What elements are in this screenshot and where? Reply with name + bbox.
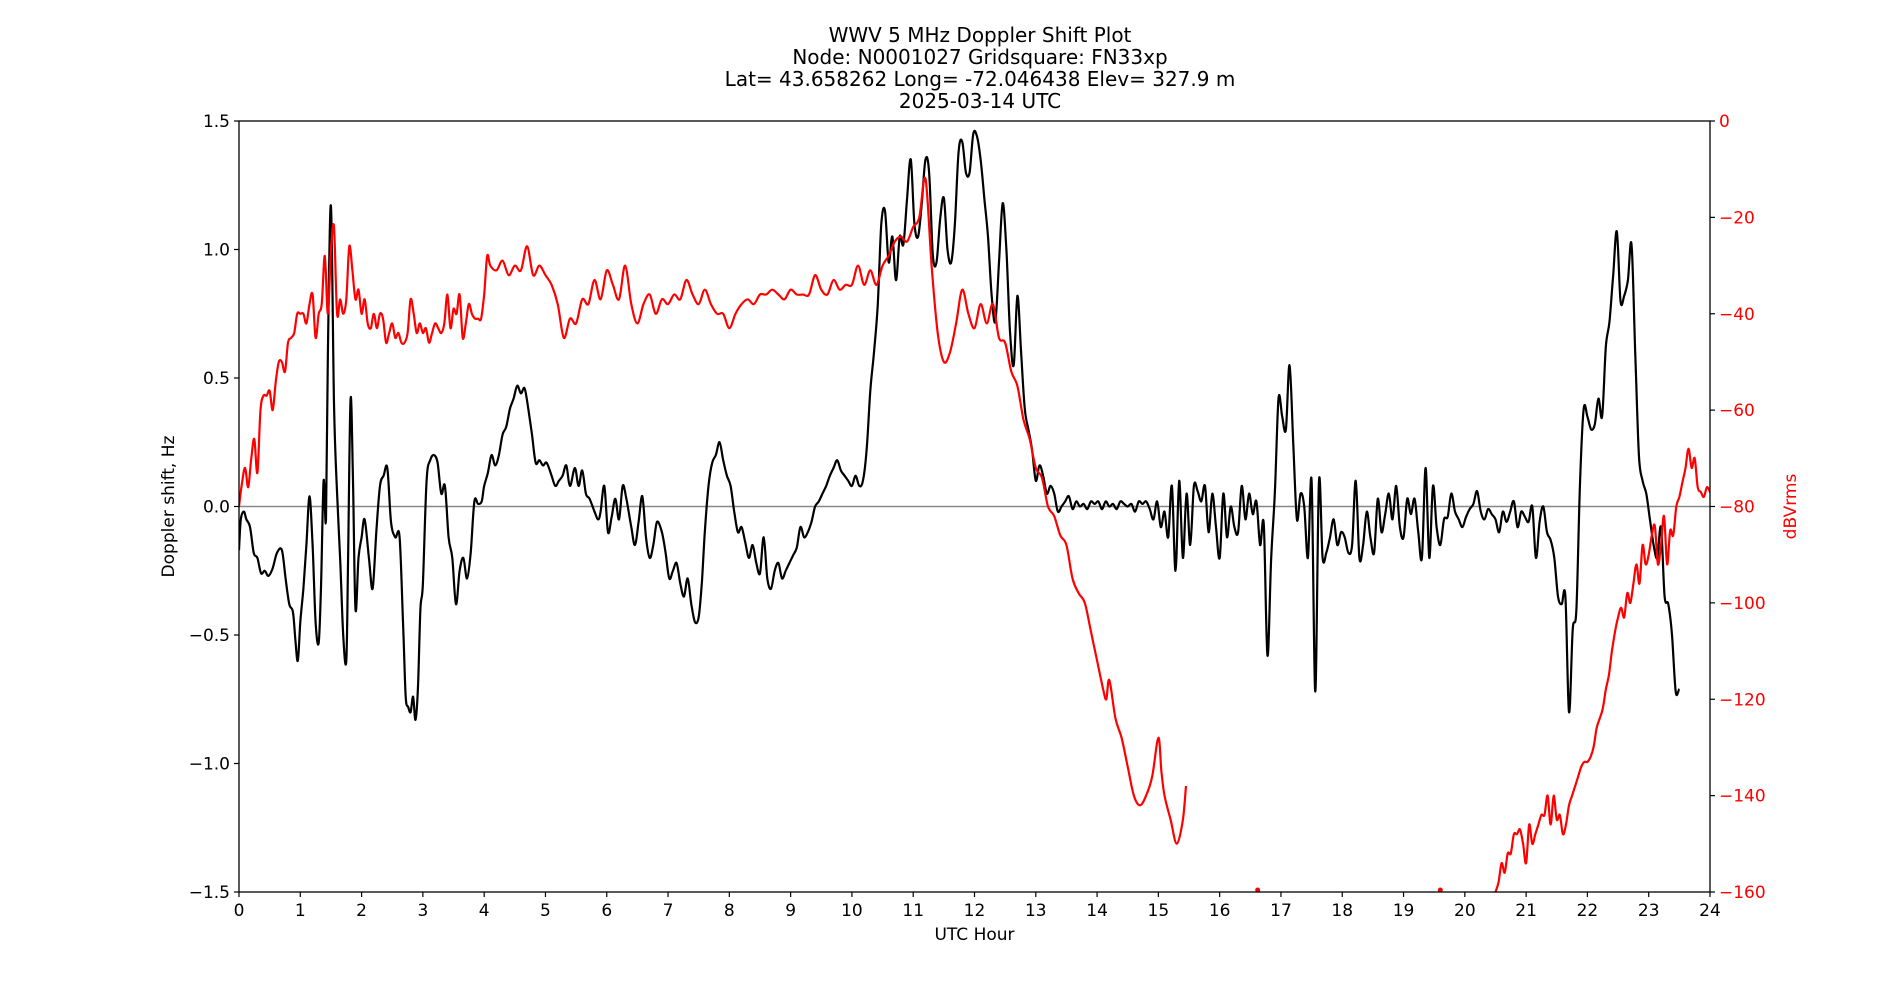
x-tick-label: 15 bbox=[1148, 901, 1170, 921]
x-tick-label: 8 bbox=[724, 901, 735, 921]
x-tick-label: 23 bbox=[1638, 901, 1660, 921]
x-tick-label: 20 bbox=[1454, 901, 1476, 921]
power-blip-marker bbox=[1437, 887, 1443, 892]
x-tick-label: 9 bbox=[785, 901, 796, 921]
y-tick-label: −1.0 bbox=[189, 755, 230, 775]
x-tick-label: 16 bbox=[1209, 901, 1231, 921]
x-tick-label: 0 bbox=[234, 901, 245, 921]
x-tick-label: 17 bbox=[1270, 901, 1292, 921]
doppler-series-line bbox=[239, 129, 1681, 721]
y2-tick-label: −40 bbox=[1719, 305, 1755, 325]
power-series-line bbox=[239, 176, 1188, 845]
x-tick-label: 5 bbox=[540, 901, 551, 921]
y2-axis-label: dBVrms bbox=[1781, 474, 1801, 540]
x-tick-label: 10 bbox=[841, 901, 863, 921]
y2-tick-label: −140 bbox=[1719, 787, 1766, 807]
x-tick-label: 13 bbox=[1025, 901, 1047, 921]
x-tick-label: 22 bbox=[1577, 901, 1599, 921]
x-axis-ticks: 0 1 2 3 4 5 6 7 8 9 10 11 12 13 14 15 16 17 18 19 20 21 22 23 24 bbox=[234, 892, 1721, 921]
title-line-1: WWV 5 MHz Doppler Shift Plot bbox=[828, 23, 1132, 47]
title-line-4: 2025-03-14 UTC bbox=[898, 89, 1062, 113]
y-axis-label: Doppler shift, Hz bbox=[159, 435, 179, 577]
x-tick-label: 3 bbox=[417, 901, 428, 921]
x-tick-label: 19 bbox=[1393, 901, 1415, 921]
x-tick-label: 14 bbox=[1086, 901, 1108, 921]
x-tick-label: 21 bbox=[1515, 901, 1537, 921]
y-tick-label: −1.5 bbox=[189, 883, 230, 903]
title-line-2: Node: N0001027 Gridsquare: FN33xp bbox=[792, 45, 1168, 69]
x-tick-label: 24 bbox=[1699, 901, 1721, 921]
y2-tick-label: −120 bbox=[1719, 690, 1766, 710]
power-series-line bbox=[1494, 447, 1710, 892]
x-tick-label: 2 bbox=[356, 901, 367, 921]
y2-tick-label: 0 bbox=[1719, 112, 1730, 132]
y-tick-label: 0.0 bbox=[203, 498, 230, 518]
x-tick-label: 4 bbox=[479, 901, 490, 921]
y-tick-label: −0.5 bbox=[189, 626, 230, 646]
x-tick-label: 18 bbox=[1331, 901, 1353, 921]
y2-tick-label: −160 bbox=[1719, 883, 1766, 903]
x-tick-label: 6 bbox=[601, 901, 612, 921]
y2-tick-label: −20 bbox=[1719, 208, 1755, 228]
y2-tick-label: −100 bbox=[1719, 594, 1766, 614]
y2-tick-label: −60 bbox=[1719, 401, 1755, 421]
x-tick-label: 11 bbox=[902, 901, 924, 921]
y2-axis-ticks: 0 −20 −40 −60 −80 −100 −120 −140 −160 bbox=[1710, 112, 1766, 903]
y-tick-label: 1.0 bbox=[203, 241, 230, 261]
x-tick-label: 7 bbox=[663, 901, 674, 921]
y2-tick-label: −80 bbox=[1719, 498, 1755, 518]
y-axis-ticks: 1.5 1.0 0.5 0.0 −0.5 −1.0 −1.5 bbox=[189, 112, 239, 903]
title-line-3: Lat= 43.658262 Long= -72.046438 Elev= 32… bbox=[724, 67, 1236, 91]
x-tick-label: 12 bbox=[964, 901, 986, 921]
x-axis-label: UTC Hour bbox=[934, 925, 1014, 945]
chart-title: WWV 5 MHz Doppler Shift Plot Node: N0001… bbox=[0, 24, 1900, 112]
series-layer bbox=[239, 129, 1710, 892]
power-blip-marker bbox=[1255, 887, 1261, 892]
x-tick-label: 1 bbox=[295, 901, 306, 921]
y-tick-label: 0.5 bbox=[203, 369, 230, 389]
y-tick-label: 1.5 bbox=[203, 112, 230, 132]
